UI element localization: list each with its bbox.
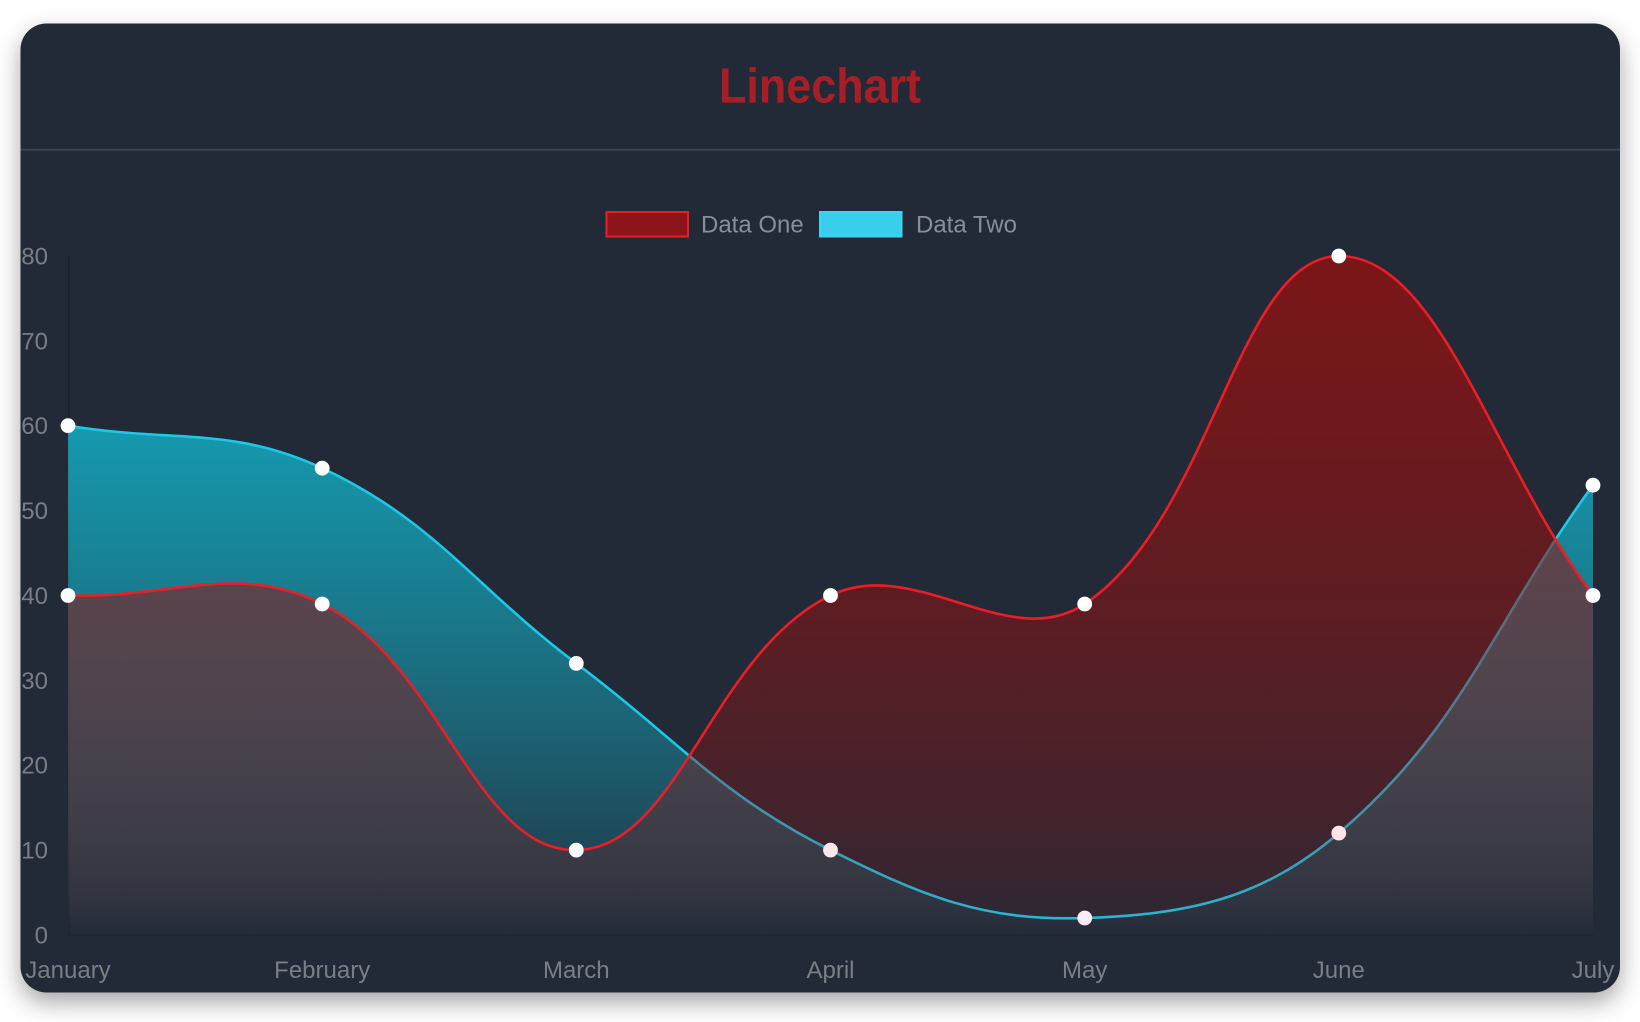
svg-text:March: March [543,957,610,984]
svg-text:Data Two: Data Two [916,212,1017,239]
svg-text:10: 10 [21,838,48,865]
svg-text:70: 70 [21,328,48,355]
svg-text:40: 40 [21,583,48,610]
svg-text:30: 30 [21,668,48,695]
svg-text:July: July [1572,957,1615,984]
svg-text:April: April [806,957,854,984]
svg-text:80: 80 [21,244,48,271]
svg-text:May: May [1062,957,1107,984]
svg-text:20: 20 [21,753,48,780]
svg-text:June: June [1313,957,1365,984]
svg-text:60: 60 [21,413,48,440]
svg-text:0: 0 [35,923,48,950]
svg-text:50: 50 [21,498,48,525]
svg-text:February: February [274,957,370,984]
svg-text:Linechart: Linechart [719,60,921,114]
svg-text:January: January [25,957,110,984]
svg-text:Data One: Data One [701,212,804,239]
